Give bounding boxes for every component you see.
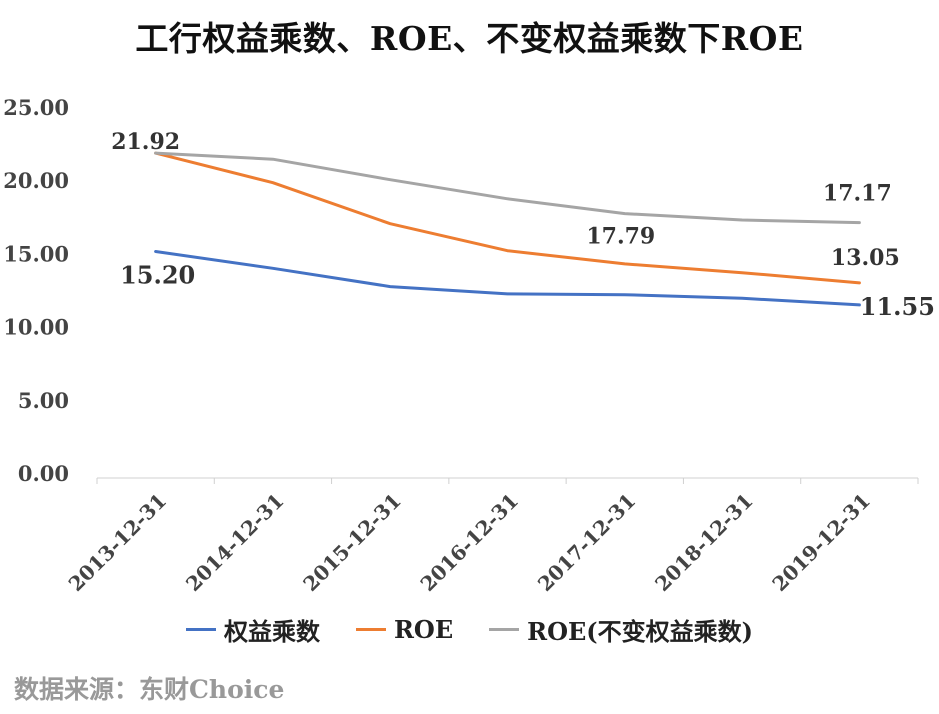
series-line-2 <box>154 151 861 225</box>
legend-item-1: ROE <box>355 615 454 644</box>
y-tick-label: 10.00 <box>3 315 69 340</box>
data-label: 13.05 <box>831 245 900 271</box>
x-tick-label: 2019-12-31 <box>767 489 874 596</box>
x-tick-label: 2018-12-31 <box>650 489 757 596</box>
x-tick-label: 2014-12-31 <box>181 489 288 596</box>
y-tick-label: 0.00 <box>18 461 69 486</box>
legend-item-2: ROE(不变权益乘数) <box>489 612 753 647</box>
axes <box>96 477 919 484</box>
legend-label: 权益乘数 <box>223 617 320 646</box>
legend: 权益乘数 ROE ROE(不变权益乘数) <box>0 612 939 647</box>
y-tick-label: 25.00 <box>3 95 69 120</box>
data-label: 15.20 <box>120 260 195 289</box>
x-tick-label: 2013-12-31 <box>64 489 171 596</box>
data-label: 11.55 <box>860 292 935 321</box>
legend-swatch <box>185 628 216 631</box>
x-tick-label: 2016-12-31 <box>416 489 523 596</box>
legend-label: ROE <box>393 615 454 644</box>
x-tick-label: 2015-12-31 <box>298 489 405 596</box>
data-label: 21.92 <box>111 129 180 155</box>
source-note: 数据来源：东财Choice <box>14 675 285 704</box>
data-label: 17.79 <box>586 224 655 250</box>
chart-title: 工行权益乘数、ROE、不变权益乘数下ROE <box>135 19 804 58</box>
y-tick-label: 5.00 <box>18 388 69 413</box>
series-line-0 <box>154 250 861 307</box>
y-axis-tick-labels: 0.00 5.00 10.00 15.00 20.00 25.00 <box>3 95 69 486</box>
x-axis-tick-labels: 2013-12-31 2014-12-31 2015-12-31 2016-12-31… <box>64 489 875 596</box>
legend-item-0: 权益乘数 <box>185 612 320 647</box>
y-tick-label: 15.00 <box>3 241 69 266</box>
data-labels: 21.92 15.20 17.79 17.17 13.05 11.55 <box>111 129 935 321</box>
series-lines <box>154 151 861 307</box>
x-tick-label: 2017-12-31 <box>533 489 640 596</box>
series-line-1 <box>154 151 861 285</box>
legend-label: ROE(不变权益乘数) <box>527 617 753 646</box>
legend-swatch <box>489 628 520 631</box>
data-label: 17.17 <box>823 181 892 207</box>
y-tick-label: 20.00 <box>3 168 69 193</box>
legend-swatch <box>355 628 386 631</box>
